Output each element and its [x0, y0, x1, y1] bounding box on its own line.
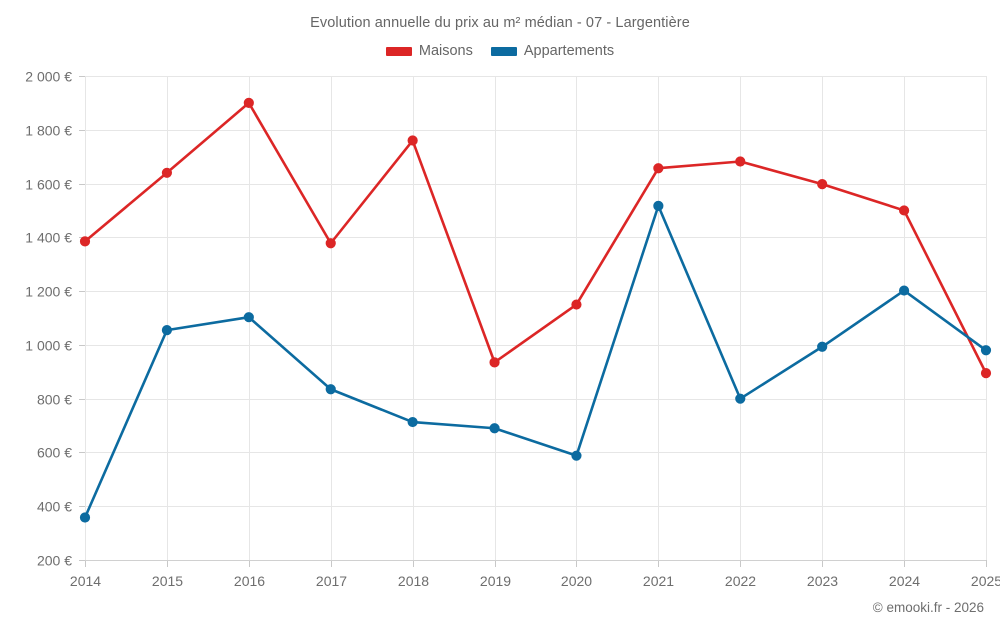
y-tick-label: 800 €	[37, 392, 72, 408]
data-point-appartements-2019[interactable]	[489, 423, 500, 434]
data-point-maisons-2016[interactable]	[243, 97, 254, 108]
legend-item-appartements[interactable]: Appartements	[490, 43, 615, 59]
data-point-maisons-2022[interactable]	[735, 156, 746, 167]
data-point-appartements-2018[interactable]	[407, 416, 418, 428]
x-tick-label: 2025	[971, 573, 1000, 589]
legend-swatch-appartements	[490, 46, 517, 56]
legend-label-appartements: Appartements	[523, 43, 615, 59]
y-tick-label: 1 000 €	[25, 338, 72, 354]
data-point-maisons-2024[interactable]	[898, 205, 910, 216]
data-point-maisons-2021[interactable]	[653, 163, 664, 174]
data-point-appartements-2015[interactable]	[161, 325, 173, 336]
x-tick-label: 2021	[643, 573, 674, 589]
x-tick-label: 2014	[70, 573, 101, 589]
data-point-appartements-2022[interactable]	[735, 393, 746, 404]
x-tick-label: 2024	[889, 573, 920, 589]
y-tick-label: 1 200 €	[25, 284, 72, 300]
y-tick-label: 1 400 €	[25, 230, 72, 246]
x-tick-label: 2023	[807, 573, 838, 589]
y-tick-label: 600 €	[37, 445, 72, 461]
y-tick-label: 400 €	[37, 499, 72, 515]
data-point-maisons-2019[interactable]	[489, 357, 500, 368]
legend-label-maisons: Maisons	[418, 43, 473, 59]
chart-legend: Maisons Appartements	[0, 43, 1000, 59]
data-point-maisons-2023[interactable]	[817, 178, 828, 190]
x-tick-label: 2022	[725, 573, 756, 589]
data-point-appartements-2024[interactable]	[898, 285, 910, 296]
x-tick-label: 2020	[561, 573, 592, 589]
x-tick-label: 2016	[234, 573, 265, 589]
x-tick-label: 2015	[152, 573, 183, 589]
y-tick-label: 1 800 €	[25, 123, 72, 139]
y-tick-label: 200 €	[37, 553, 72, 569]
data-point-maisons-2015[interactable]	[161, 167, 173, 178]
data-point-maisons-2017[interactable]	[325, 238, 336, 249]
data-point-maisons-2025[interactable]	[980, 368, 992, 379]
data-point-appartements-2020[interactable]	[571, 450, 582, 461]
x-tick-label: 2018	[398, 573, 429, 589]
data-point-appartements-2025[interactable]	[980, 345, 992, 356]
axis-lines	[79, 76, 987, 567]
series-line-appartements	[83, 204, 988, 519]
y-tick-label: 2 000 €	[25, 69, 72, 85]
data-point-maisons-2020[interactable]	[571, 299, 582, 310]
legend-item-maisons[interactable]: Maisons	[385, 43, 473, 59]
data-point-appartements-2017[interactable]	[325, 384, 336, 395]
y-tick-label: 1 600 €	[25, 177, 72, 193]
x-tick-label: 2017	[316, 573, 347, 589]
data-point-appartements-2021[interactable]	[653, 200, 664, 211]
x-axis-tick-labels: 2014 2015 2016 2017 2018 2019 2020 2021 2022 2023…	[70, 573, 1000, 589]
y-axis-tick-labels: 200 € 400 € 600 € 800 € 1 000 € 1 200 € 1 400 …	[25, 69, 72, 569]
data-point-appartements-2016[interactable]	[243, 312, 254, 323]
data-point-maisons-2014[interactable]	[79, 236, 91, 247]
data-point-appartements-2023[interactable]	[817, 341, 828, 352]
plot-area: 200 € 400 € 600 € 800 € 1 000 € 1 200 € 1 400 …	[25, 69, 1000, 590]
series-line-maisons	[83, 101, 988, 375]
data-point-maisons-2018[interactable]	[407, 135, 418, 146]
chart-title: Evolution annuelle du prix au m² médian …	[310, 15, 690, 31]
data-point-appartements-2014[interactable]	[79, 512, 91, 523]
gridlines	[85, 76, 987, 561]
x-tick-label: 2019	[480, 573, 511, 589]
data-series	[79, 97, 992, 523]
legend-swatch-maisons	[385, 46, 412, 56]
copyright-credit: © emooki.fr - 2026	[872, 600, 984, 615]
